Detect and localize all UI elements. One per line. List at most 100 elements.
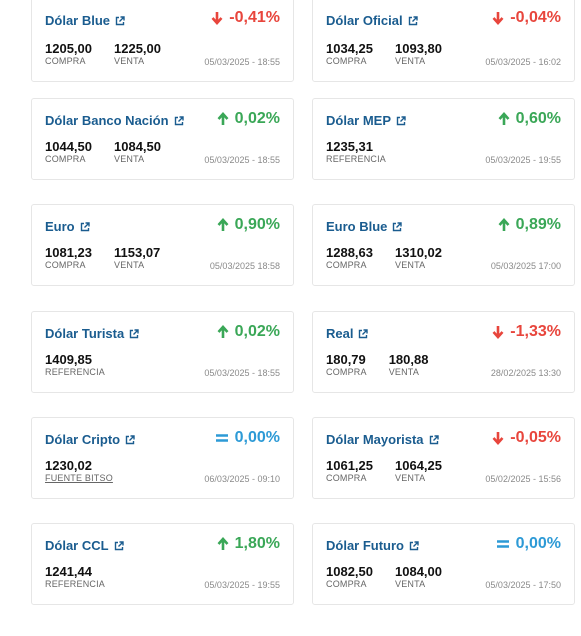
arrow-up-icon <box>498 218 510 231</box>
buy-label: COMPRA <box>326 367 367 377</box>
quote-title-link[interactable]: Dólar Turista <box>45 326 139 341</box>
quote-title-link[interactable]: Dólar Cripto <box>45 432 135 447</box>
update-date: 05/03/2025 - 18:55 <box>204 368 280 378</box>
quote-title-link[interactable]: Dólar CCL <box>45 538 124 553</box>
quote-title-link[interactable]: Dólar MEP <box>326 113 406 128</box>
quote-title-link[interactable]: Dólar Blue <box>45 13 125 28</box>
reference-value: 1230,02 <box>45 458 92 473</box>
quote-values: 1288,63 COMPRA 1310,02 VENTA <box>326 245 464 271</box>
variation-value: 0,02% <box>234 110 280 127</box>
arrow-down-icon <box>492 12 504 25</box>
quote-card: Dólar Futuro 0,00% 1082,50 COMPRA 1084,00… <box>312 523 575 605</box>
update-date: 06/03/2025 - 09:10 <box>204 474 280 484</box>
quote-title[interactable]: Dólar Turista <box>45 326 125 341</box>
sell-label: VENTA <box>114 154 145 164</box>
external-link-icon[interactable] <box>129 328 139 339</box>
quote-card: Dólar Blue -0,41% 1205,00 COMPRA 1225,00 V… <box>31 0 294 82</box>
quote-title[interactable]: Dólar MEP <box>326 113 392 128</box>
variation-value: 0,89% <box>515 216 561 233</box>
quote-title[interactable]: Dólar Cripto <box>45 432 121 447</box>
equals-icon <box>215 434 228 442</box>
reference-value: 1409,85 <box>45 352 92 367</box>
external-link-icon[interactable] <box>408 15 418 26</box>
quote-card: Dólar Oficial -0,04% 1034,25 COMPRA 1093,… <box>312 0 575 82</box>
quote-values: 1235,31 REFERENCIA <box>326 139 408 165</box>
sell-label: VENTA <box>395 260 426 270</box>
quote-card: Dólar Banco Nación 0,02% 1044,50 COMPRA 1… <box>31 98 294 180</box>
quote-title[interactable]: Dólar Blue <box>45 13 111 28</box>
quote-title-link[interactable]: Dólar Oficial <box>326 13 418 28</box>
update-date: 05/02/2025 - 15:56 <box>485 474 561 484</box>
quote-title[interactable]: Euro Blue <box>326 219 388 234</box>
update-date: 05/03/2025 - 18:55 <box>204 57 280 67</box>
external-link-icon[interactable] <box>115 15 125 26</box>
buy-value: 1044,50 <box>45 139 92 154</box>
external-link-icon[interactable] <box>396 115 406 126</box>
quote-card: Dólar Mayorista -0,05% 1061,25 COMPRA 106… <box>312 417 575 499</box>
quote-card: Euro 0,90% 1081,23 COMPRA 1153,07 VENTA 05… <box>31 204 294 286</box>
external-link-icon[interactable] <box>429 434 439 445</box>
quote-card: Dólar Turista 0,02% 1409,85 REFERENCIA 05… <box>31 311 294 393</box>
quote-title-link[interactable]: Real <box>326 326 369 341</box>
quote-title[interactable]: Dólar Mayorista <box>326 432 424 447</box>
variation-value: -0,05% <box>510 429 561 446</box>
quote-title[interactable]: Dólar Banco Nación <box>45 113 169 128</box>
variation-value: -0,04% <box>510 9 561 26</box>
variation: 0,90% <box>217 216 280 234</box>
arrow-up-icon <box>217 537 229 550</box>
buy-label: COMPRA <box>326 579 367 589</box>
sell-value: 1310,02 <box>395 245 442 260</box>
sell-label: VENTA <box>388 367 420 377</box>
sell-label: VENTA <box>395 473 426 483</box>
quote-card: Dólar MEP 0,60% 1235,31 REFERENCIA 05/03/… <box>312 98 575 180</box>
quote-title[interactable]: Dólar Oficial <box>326 13 403 28</box>
arrow-up-icon <box>498 112 510 125</box>
variation-value: 0,60% <box>515 110 561 127</box>
external-link-icon[interactable] <box>409 540 419 551</box>
arrow-up-icon <box>217 218 229 231</box>
external-link-icon[interactable] <box>358 328 369 339</box>
quote-values: 180,79 COMPRA 180,88 VENTA <box>326 352 450 378</box>
external-link-icon[interactable] <box>114 540 124 551</box>
arrow-up-icon <box>217 325 229 338</box>
quote-title-link[interactable]: Euro Blue <box>326 219 403 234</box>
quote-values: 1241,44 REFERENCIA <box>45 564 127 590</box>
variation-value: -1,33% <box>510 323 561 340</box>
quote-title-link[interactable]: Dólar Futuro <box>326 538 419 553</box>
quote-title-link[interactable]: Dólar Banco Nación <box>45 113 184 128</box>
buy-label: COMPRA <box>45 56 86 66</box>
update-date: 05/03/2025 - 16:02 <box>485 57 561 67</box>
quote-title[interactable]: Euro <box>45 219 75 234</box>
reference-value: 1241,44 <box>45 564 92 579</box>
external-link-icon[interactable] <box>174 115 184 126</box>
quote-title[interactable]: Dólar Futuro <box>326 538 404 553</box>
source-link[interactable]: FUENTE BITSO <box>45 473 113 483</box>
quote-values: 1409,85 REFERENCIA <box>45 352 127 378</box>
buy-label: COMPRA <box>45 260 86 270</box>
external-link-icon[interactable] <box>80 221 90 232</box>
buy-label: COMPRA <box>326 260 367 270</box>
buy-value: 1081,23 <box>45 245 92 260</box>
variation: 0,00% <box>215 429 280 447</box>
buy-label: COMPRA <box>326 56 367 66</box>
sell-value: 1084,00 <box>395 564 442 579</box>
quote-title[interactable]: Dólar CCL <box>45 538 109 553</box>
external-link-icon[interactable] <box>392 221 403 232</box>
variation: 0,60% <box>498 110 561 128</box>
equals-icon <box>496 540 509 548</box>
variation: -0,04% <box>492 9 561 27</box>
variation: 0,02% <box>217 323 280 341</box>
external-link-icon[interactable] <box>125 434 135 445</box>
variation: -1,33% <box>492 323 561 341</box>
quote-values: 1082,50 COMPRA 1084,00 VENTA <box>326 564 464 590</box>
variation: -0,05% <box>492 429 561 447</box>
update-date: 05/03/2025 18:58 <box>209 261 280 271</box>
quote-values: 1061,25 COMPRA 1064,25 VENTA <box>326 458 464 484</box>
quote-title-link[interactable]: Dólar Mayorista <box>326 432 439 447</box>
quote-title[interactable]: Real <box>326 326 354 341</box>
quote-title-link[interactable]: Euro <box>45 219 90 234</box>
sell-value: 1225,00 <box>114 41 161 56</box>
variation: -0,41% <box>211 9 280 27</box>
variation-value: 0,90% <box>234 216 280 233</box>
arrow-down-icon <box>492 432 504 445</box>
